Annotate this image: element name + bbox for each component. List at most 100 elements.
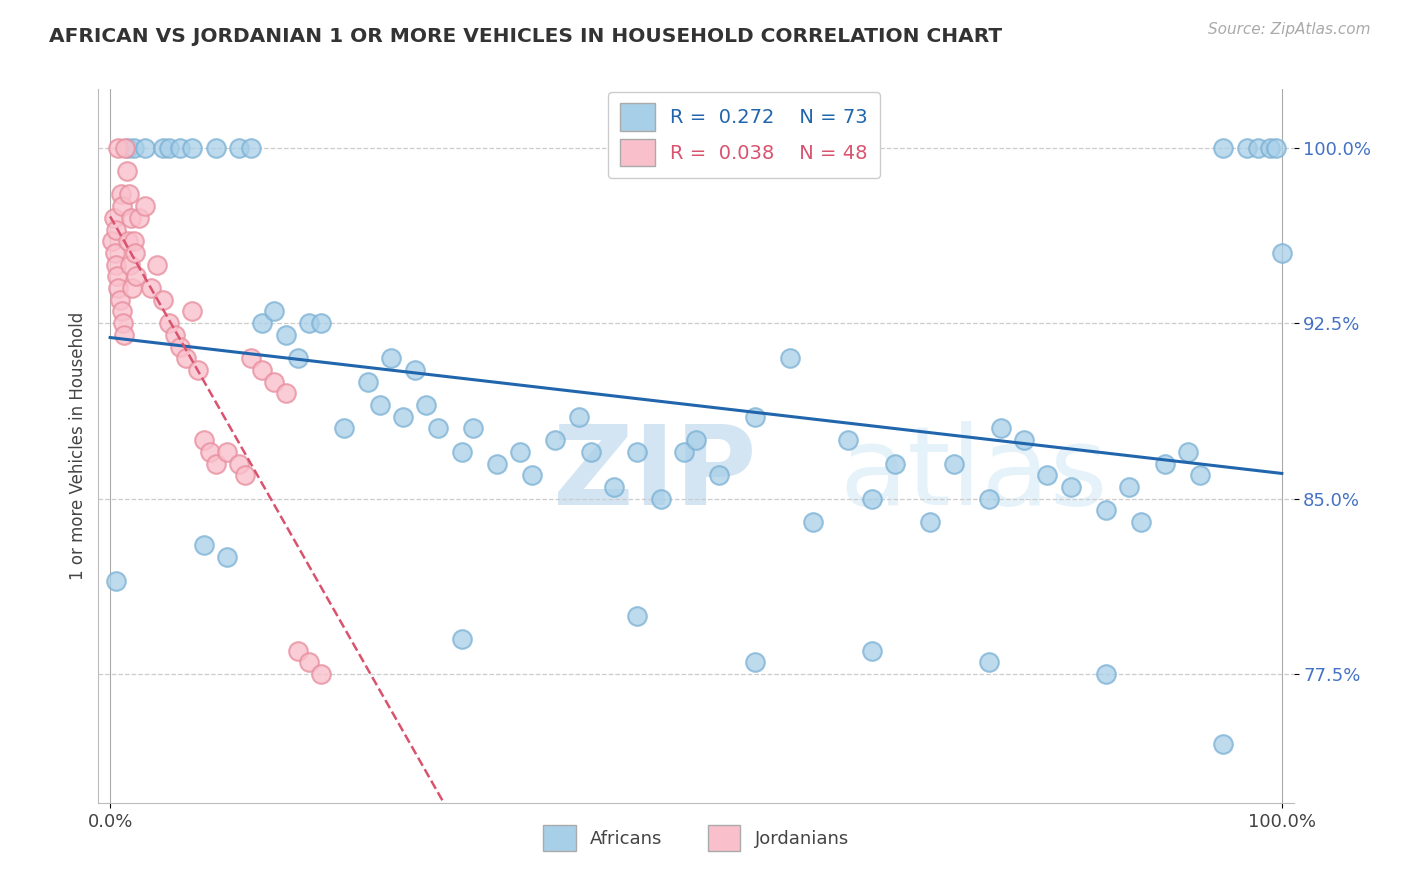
Point	[181, 304, 204, 318]
Point	[463, 421, 485, 435]
Point	[105, 258, 128, 272]
Point	[107, 281, 129, 295]
Point	[837, 433, 859, 447]
Y-axis label: 1 or more Vehicles in Household: 1 or more Vehicles in Household	[69, 312, 87, 580]
Point	[108, 293, 131, 307]
Point	[128, 211, 150, 225]
Point	[427, 421, 450, 435]
Point	[1212, 737, 1234, 751]
Point	[744, 656, 766, 670]
Point	[380, 351, 402, 366]
Point	[121, 281, 143, 295]
Point	[287, 351, 309, 366]
Point	[1188, 468, 1211, 483]
Point	[198, 445, 221, 459]
Point	[309, 667, 332, 681]
Point	[801, 515, 824, 529]
Point	[650, 491, 672, 506]
Point	[112, 316, 135, 330]
Point	[274, 327, 297, 342]
Point	[228, 141, 250, 155]
Point	[105, 574, 128, 588]
Point	[1118, 480, 1140, 494]
Text: AFRICAN VS JORDANIAN 1 OR MORE VEHICLES IN HOUSEHOLD CORRELATION CHART: AFRICAN VS JORDANIAN 1 OR MORE VEHICLES …	[49, 27, 1002, 45]
Point	[169, 340, 191, 354]
Point	[228, 457, 250, 471]
Point	[1095, 503, 1118, 517]
Point	[1012, 433, 1035, 447]
Point	[520, 468, 543, 483]
Point	[274, 386, 297, 401]
Point	[217, 550, 239, 565]
Point	[239, 141, 262, 155]
Point	[404, 363, 426, 377]
Point	[673, 445, 696, 459]
Point	[118, 187, 141, 202]
Point	[239, 351, 262, 366]
Point	[152, 293, 174, 307]
Point	[920, 515, 942, 529]
Point	[579, 445, 602, 459]
Text: atlas: atlas	[839, 421, 1108, 528]
Point	[1095, 667, 1118, 681]
Point	[392, 409, 415, 424]
Point	[1036, 468, 1059, 483]
Point	[263, 375, 285, 389]
Point	[217, 445, 239, 459]
Point	[860, 491, 883, 506]
Point	[193, 538, 215, 552]
Point	[357, 375, 380, 389]
Point	[110, 187, 132, 202]
Point	[117, 141, 139, 155]
Point	[122, 141, 145, 155]
Text: Source: ZipAtlas.com: Source: ZipAtlas.com	[1208, 22, 1371, 37]
Point	[298, 316, 321, 330]
Point	[193, 433, 215, 447]
Point	[187, 363, 209, 377]
Point	[626, 608, 648, 623]
Point	[169, 141, 191, 155]
Point	[1247, 141, 1270, 155]
Point	[603, 480, 626, 494]
Point	[626, 445, 648, 459]
Point	[779, 351, 801, 366]
Point	[368, 398, 391, 412]
Point	[105, 222, 128, 236]
Point	[105, 269, 128, 284]
Point	[977, 656, 1000, 670]
Point	[120, 211, 142, 225]
Point	[111, 304, 134, 318]
Point	[509, 445, 531, 459]
Point	[1212, 141, 1234, 155]
Point	[252, 316, 274, 330]
Point	[204, 141, 226, 155]
Point	[977, 491, 1000, 506]
Point	[204, 457, 226, 471]
Legend: Africans, Jordanians: Africans, Jordanians	[536, 818, 856, 858]
Point	[134, 141, 156, 155]
Point	[114, 141, 136, 155]
Point	[146, 258, 169, 272]
Point	[163, 327, 186, 342]
Point	[1153, 457, 1175, 471]
Point	[124, 246, 146, 260]
Point	[1236, 141, 1258, 155]
Point	[141, 281, 163, 295]
Text: ZIP: ZIP	[553, 421, 756, 528]
Point	[744, 409, 766, 424]
Point	[120, 258, 141, 272]
Point	[181, 141, 204, 155]
Point	[287, 644, 309, 658]
Point	[134, 199, 156, 213]
Point	[1265, 141, 1288, 155]
Point	[990, 421, 1012, 435]
Point	[111, 199, 134, 213]
Point	[152, 141, 174, 155]
Point	[1271, 246, 1294, 260]
Point	[685, 433, 707, 447]
Point	[115, 164, 138, 178]
Point	[125, 269, 148, 284]
Point	[101, 234, 124, 248]
Point	[568, 409, 591, 424]
Point	[485, 457, 508, 471]
